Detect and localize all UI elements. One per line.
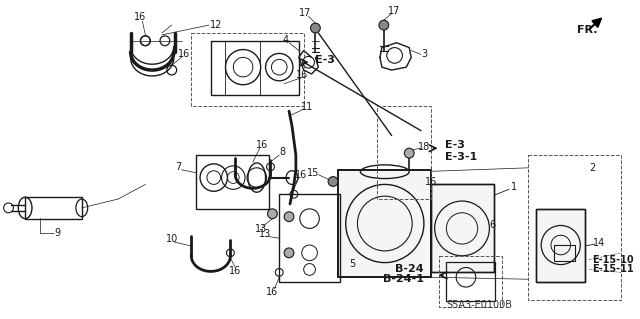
Text: 6: 6 xyxy=(489,220,495,230)
Text: S5A3-E0100B: S5A3-E0100B xyxy=(447,300,513,310)
Text: 16: 16 xyxy=(179,49,191,59)
Circle shape xyxy=(379,20,388,30)
Text: E-15-11: E-15-11 xyxy=(592,264,634,274)
Bar xyxy=(25,197,82,219)
Text: 13: 13 xyxy=(255,224,267,234)
Circle shape xyxy=(328,177,338,186)
Text: 16: 16 xyxy=(255,140,268,150)
Text: 4: 4 xyxy=(283,35,289,45)
Text: 16: 16 xyxy=(294,170,307,180)
Circle shape xyxy=(310,23,320,33)
Text: FR.: FR. xyxy=(577,25,598,35)
Text: 18: 18 xyxy=(418,142,430,152)
Bar xyxy=(191,33,304,106)
Text: B-24: B-24 xyxy=(396,264,424,274)
Bar xyxy=(438,256,502,307)
Bar xyxy=(431,184,494,272)
Text: 15: 15 xyxy=(307,168,319,178)
Text: 13: 13 xyxy=(259,229,271,239)
Text: E-3-1: E-3-1 xyxy=(445,152,477,162)
Bar xyxy=(338,170,431,277)
Bar xyxy=(446,262,495,301)
Bar xyxy=(536,209,585,282)
Bar xyxy=(431,184,494,272)
Text: E-3: E-3 xyxy=(445,140,465,150)
Circle shape xyxy=(284,248,294,258)
Text: 17: 17 xyxy=(388,6,401,16)
Text: 16: 16 xyxy=(424,177,437,188)
Bar xyxy=(338,170,431,277)
Text: E-15-10: E-15-10 xyxy=(592,255,634,265)
Bar xyxy=(529,155,621,300)
Text: 5: 5 xyxy=(349,259,356,269)
Text: 10: 10 xyxy=(166,234,178,244)
Bar xyxy=(554,245,575,261)
Text: 17: 17 xyxy=(298,8,311,19)
Text: 14: 14 xyxy=(593,238,605,248)
Circle shape xyxy=(284,212,294,222)
Text: 11: 11 xyxy=(301,102,313,112)
Circle shape xyxy=(404,148,414,158)
Text: 16: 16 xyxy=(266,287,278,297)
Text: 9: 9 xyxy=(54,228,60,238)
Bar xyxy=(536,209,585,282)
Text: E-3: E-3 xyxy=(316,55,335,65)
Bar xyxy=(211,41,299,94)
Text: 12: 12 xyxy=(209,20,222,30)
Text: 2: 2 xyxy=(589,163,595,173)
Text: 1: 1 xyxy=(511,182,517,192)
Text: B-24-1: B-24-1 xyxy=(383,274,424,284)
Text: 16: 16 xyxy=(296,70,308,80)
Circle shape xyxy=(268,209,277,219)
Bar xyxy=(196,155,269,209)
Text: 3: 3 xyxy=(421,49,427,59)
Bar xyxy=(279,194,340,282)
Text: 8: 8 xyxy=(279,147,285,157)
Bar xyxy=(377,106,431,199)
Text: 7: 7 xyxy=(175,162,182,172)
Text: 16: 16 xyxy=(134,12,147,22)
Text: 16: 16 xyxy=(229,266,241,276)
